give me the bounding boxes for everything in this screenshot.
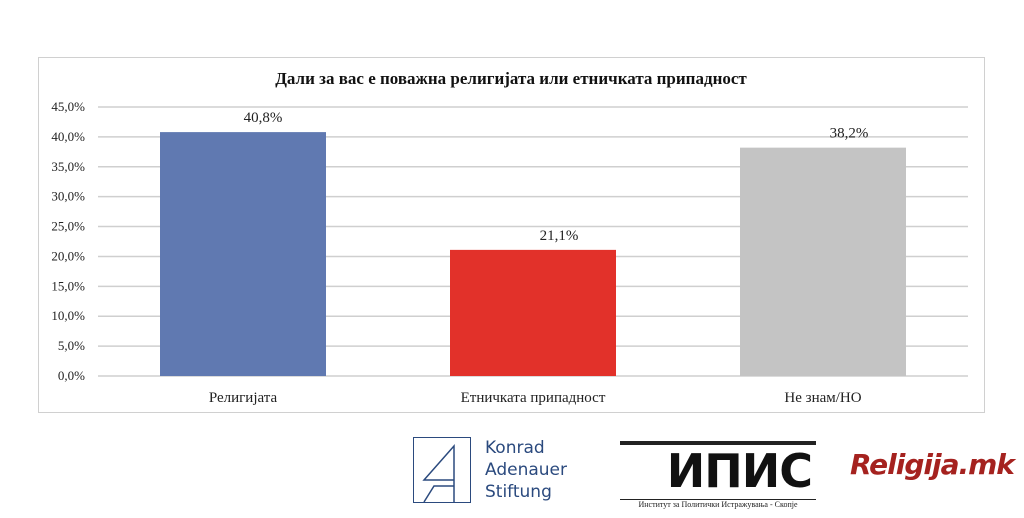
y-tick-label: 20,0% <box>51 248 85 263</box>
chart-frame <box>38 57 985 413</box>
y-tick-label: 0,0% <box>58 368 85 383</box>
data-label: 21,1% <box>540 228 579 244</box>
data-label: 40,8% <box>244 110 283 126</box>
kas-text-line: Stiftung <box>485 482 552 502</box>
y-tick-label: 30,0% <box>51 189 85 204</box>
chart-title: Дали за вас е поважна религијата или етн… <box>275 69 747 88</box>
bar-chart: Дали за вас е поважна религијата или етн… <box>51 69 968 406</box>
konrad-adenauer-stiftung-logo: Konrad Adenauer Stiftung <box>413 437 583 507</box>
y-tick-label: 40,0% <box>51 129 85 144</box>
data-label: 38,2% <box>830 126 869 142</box>
bar <box>740 147 906 376</box>
kas-text-line: Konrad <box>485 438 545 458</box>
kas-emblem-icon <box>413 437 471 503</box>
x-tick-label: Религијата <box>209 390 278 406</box>
y-tick-label: 10,0% <box>51 308 85 323</box>
kas-text-line: Adenauer <box>485 460 567 480</box>
ipis-logo: ИПИС Институт за Политички Истражувања -… <box>620 437 816 509</box>
bar <box>450 249 616 376</box>
y-tick-label: 5,0% <box>58 338 85 353</box>
ipis-subtitle: Институт за Политички Истражувања - Скоп… <box>620 499 816 509</box>
religija-logo: Religija.mk <box>850 448 1015 481</box>
x-tick-label: Не знам/НО <box>784 390 861 406</box>
ipis-wordmark: ИПИС <box>620 441 816 497</box>
bar <box>160 132 326 376</box>
y-tick-label: 35,0% <box>51 159 85 174</box>
y-tick-label: 25,0% <box>51 219 85 234</box>
y-tick-label: 45,0% <box>51 99 85 114</box>
y-tick-label: 15,0% <box>51 278 85 293</box>
x-tick-label: Етничката припадност <box>461 390 606 406</box>
